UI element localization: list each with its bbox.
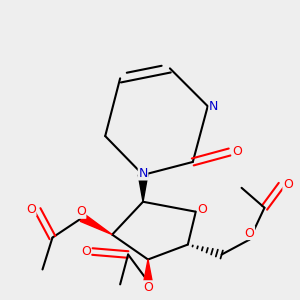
Text: O: O (81, 245, 91, 258)
Text: O: O (76, 205, 86, 218)
Polygon shape (144, 260, 152, 281)
Polygon shape (138, 175, 148, 202)
Polygon shape (80, 214, 112, 235)
Text: O: O (197, 203, 207, 216)
Text: N: N (209, 100, 218, 113)
Text: O: O (26, 202, 36, 216)
Text: O: O (244, 226, 254, 239)
Text: O: O (143, 281, 153, 294)
Text: N: N (138, 167, 148, 180)
Text: O: O (232, 146, 242, 158)
Text: O: O (283, 178, 293, 191)
